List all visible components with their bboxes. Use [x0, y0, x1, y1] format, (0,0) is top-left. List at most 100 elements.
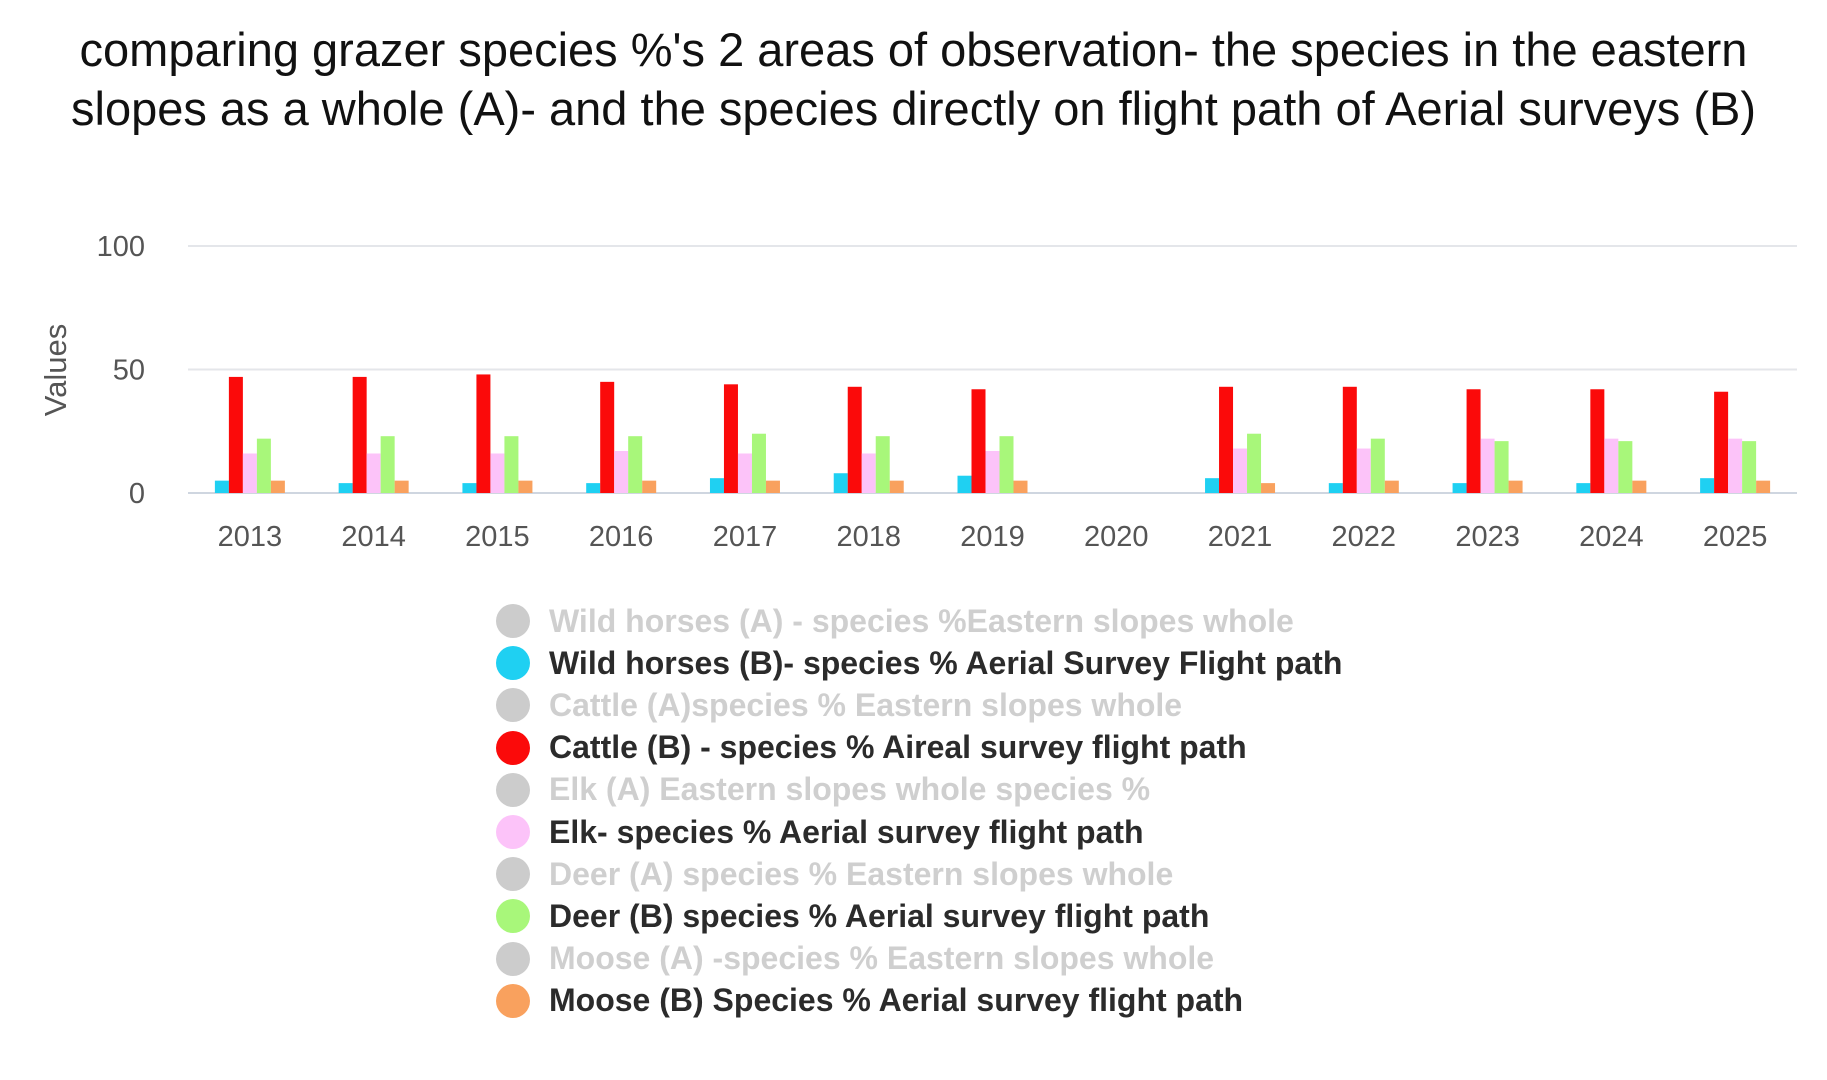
bar[interactable] — [1632, 480, 1647, 493]
legend-item[interactable]: Moose (B) Species % Aerial survey flight… — [496, 980, 1342, 1022]
x-tick-label: 2015 — [465, 521, 530, 553]
bar[interactable] — [1618, 441, 1633, 493]
legend-label: Wild horses (A) - species %Eastern slope… — [549, 602, 1294, 639]
legend-label: Deer (A) species % Eastern slopes whole — [549, 855, 1174, 892]
bar[interactable] — [861, 453, 876, 493]
bar[interactable] — [889, 480, 904, 493]
bar[interactable] — [1604, 438, 1619, 493]
bar[interactable] — [352, 376, 367, 493]
bar[interactable] — [737, 453, 752, 493]
x-tick-label: 2022 — [1332, 521, 1397, 553]
x-tick-label: 2016 — [589, 521, 654, 553]
x-tick-label: 2021 — [1208, 521, 1273, 553]
legend-item[interactable]: Moose (A) -species % Eastern slopes whol… — [496, 938, 1342, 980]
x-tick-label: 2025 — [1703, 521, 1768, 553]
x-tick-label: 2020 — [1084, 521, 1149, 553]
bar[interactable] — [490, 453, 505, 493]
bar[interactable] — [985, 451, 1000, 493]
bar[interactable] — [765, 480, 780, 493]
legend-color-dot — [496, 772, 530, 807]
bar[interactable] — [1261, 483, 1276, 493]
y-tick-label: 0 — [129, 478, 145, 510]
bar[interactable] — [723, 384, 738, 493]
bar[interactable] — [847, 386, 862, 493]
bar[interactable] — [999, 436, 1014, 493]
legend-item[interactable]: Cattle (A)species % Eastern slopes whole — [496, 684, 1342, 726]
bar[interactable] — [1370, 438, 1385, 493]
bar[interactable] — [1700, 478, 1715, 493]
labels-layer: 0 50 100 2013 2014 2015 2016 2017 2018 2019 2020 20… — [97, 231, 1768, 553]
bar[interactable] — [1384, 480, 1399, 493]
chart-title: comparing grazer species %'s 2 areas of … — [71, 23, 1756, 135]
bar[interactable] — [586, 483, 601, 493]
legend-item[interactable]: Cattle (B) - species % Aireal survey fli… — [496, 727, 1342, 769]
bar[interactable] — [1756, 480, 1771, 493]
legend-label: Moose (B) Species % Aerial survey flight… — [549, 982, 1244, 1019]
legend-label: Cattle (B) - species % Aireal survey fli… — [549, 729, 1247, 766]
bar[interactable] — [1494, 441, 1509, 493]
legend-label: Wild horses (B)- species % Aerial Survey… — [549, 644, 1343, 681]
bars-layer — [214, 374, 1771, 493]
bar[interactable] — [242, 453, 257, 493]
bar[interactable] — [1328, 483, 1343, 493]
bar[interactable] — [628, 436, 643, 493]
bar[interactable] — [476, 374, 491, 493]
bar[interactable] — [1013, 480, 1028, 493]
bar[interactable] — [642, 480, 657, 493]
legend-color-dot — [496, 688, 530, 723]
bar[interactable] — [1466, 389, 1481, 493]
bar[interactable] — [1480, 438, 1495, 493]
bar[interactable] — [518, 480, 533, 493]
legend-label: Deer (B) species % Aerial survey flight … — [549, 897, 1210, 934]
bar[interactable] — [214, 480, 229, 493]
bar[interactable] — [394, 480, 409, 493]
x-tick-label: 2019 — [960, 521, 1025, 553]
y-tick-label: 100 — [97, 231, 145, 263]
bar[interactable] — [957, 475, 972, 493]
bar[interactable] — [614, 451, 629, 493]
y-axis-title: Values — [38, 324, 73, 417]
bar[interactable] — [1508, 480, 1523, 493]
legend-item[interactable]: Deer (B) species % Aerial survey flight … — [496, 895, 1342, 937]
bar[interactable] — [1219, 386, 1234, 493]
bar[interactable] — [1452, 483, 1467, 493]
bar[interactable] — [270, 480, 285, 493]
bar[interactable] — [1205, 478, 1220, 493]
x-tick-label: 2018 — [836, 521, 901, 553]
bar[interactable] — [1714, 391, 1729, 493]
legend-item[interactable]: Wild horses (B)- species % Aerial Survey… — [496, 642, 1342, 684]
legend-color-dot — [496, 857, 530, 892]
bar[interactable] — [600, 381, 615, 493]
bar[interactable] — [833, 473, 848, 493]
bar[interactable] — [228, 376, 243, 493]
bar[interactable] — [462, 483, 477, 493]
bar[interactable] — [709, 478, 724, 493]
legend-item[interactable]: Deer (A) species % Eastern slopes whole — [496, 853, 1342, 895]
bar[interactable] — [1342, 386, 1357, 493]
bar[interactable] — [1728, 438, 1743, 493]
bar[interactable] — [366, 453, 381, 493]
bar[interactable] — [1590, 389, 1605, 493]
bar[interactable] — [1233, 448, 1248, 493]
x-tick-label: 2013 — [218, 521, 283, 553]
bar[interactable] — [504, 436, 519, 493]
bar[interactable] — [875, 436, 890, 493]
bar[interactable] — [1576, 483, 1591, 493]
legend-color-dot — [496, 983, 530, 1018]
x-tick-label: 2024 — [1579, 521, 1644, 553]
bar[interactable] — [256, 438, 271, 493]
legend-item[interactable]: Wild horses (A) - species %Eastern slope… — [496, 600, 1342, 642]
legend-item[interactable]: Elk- species % Aerial survey flight path — [496, 811, 1342, 853]
legend-label: Cattle (A)species % Eastern slopes whole — [549, 686, 1183, 723]
bar[interactable] — [1742, 441, 1757, 493]
legend-item[interactable]: Elk (A) Eastern slopes whole species % — [496, 769, 1342, 811]
bar[interactable] — [1356, 448, 1371, 493]
legend-label: Moose (A) -species % Eastern slopes whol… — [549, 940, 1215, 977]
bar[interactable] — [1247, 433, 1262, 493]
bar[interactable] — [338, 483, 353, 493]
bar[interactable] — [380, 436, 395, 493]
bar[interactable] — [971, 389, 986, 493]
bar[interactable] — [751, 433, 766, 493]
x-tick-label: 2017 — [713, 521, 778, 553]
